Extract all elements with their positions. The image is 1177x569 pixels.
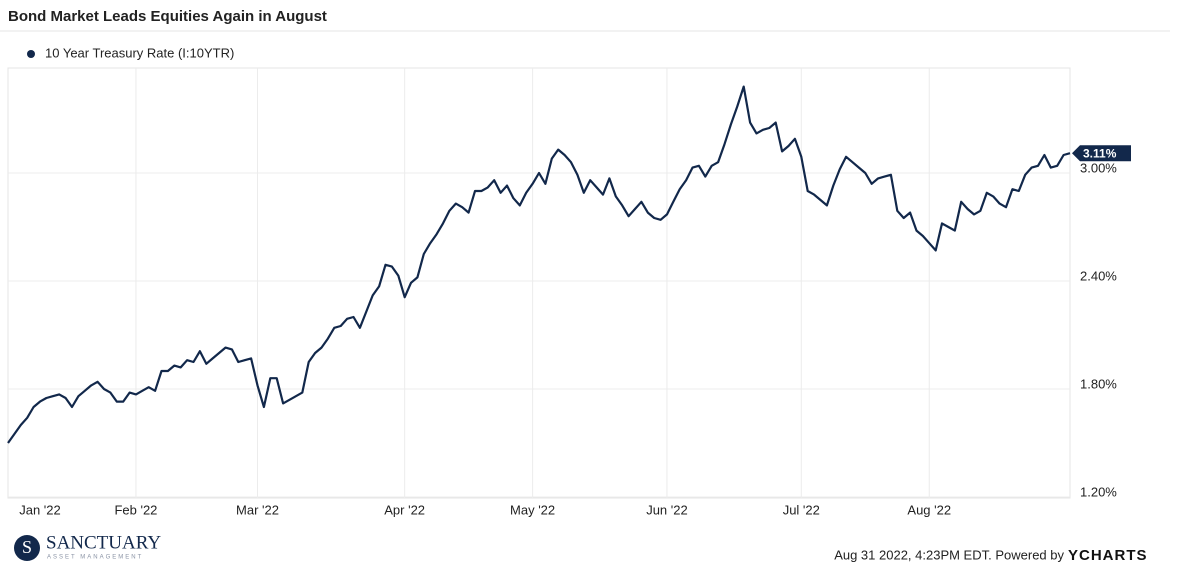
y-tick-label: 2.40% — [1080, 268, 1117, 283]
logo-name: SANCTUARY — [46, 532, 161, 553]
x-tick-label: Jun '22 — [646, 502, 688, 517]
logo-mark — [14, 535, 40, 561]
line — [7, 85, 1071, 444]
x-tick-label: Mar '22 — [236, 502, 279, 517]
x-tick-label: Feb '22 — [114, 502, 157, 517]
y-tick-label: 3.00% — [1080, 160, 1117, 175]
legend-marker — [27, 50, 35, 58]
legend-label: 10 Year Treasury Rate (I:10YTR) — [45, 45, 234, 60]
x-tick-label: May '22 — [510, 502, 555, 517]
end-label-box — [1072, 145, 1131, 162]
plot-frame — [7, 67, 1071, 499]
logo-letter: S — [22, 537, 32, 557]
y-tick-label: 1.20% — [1080, 484, 1117, 499]
y-tick-label: 1.80% — [1080, 376, 1117, 391]
x-tick-label: Jul '22 — [783, 502, 820, 517]
chart-title: Bond Market Leads Equities Again in Augu… — [8, 8, 327, 25]
logo-sub: ASSET MANAGEMENT — [47, 555, 143, 561]
provider: YCHARTS — [1068, 547, 1148, 564]
x-tick-label: Jan '22 — [19, 502, 61, 517]
x-tick-label: Aug '22 — [907, 502, 951, 517]
x-tick-label: Apr '22 — [384, 502, 425, 517]
timestamp: Aug 31 2022, 4:23PM EDT. Powered by — [834, 547, 1064, 562]
end-label: 3.11% — [1083, 146, 1117, 160]
